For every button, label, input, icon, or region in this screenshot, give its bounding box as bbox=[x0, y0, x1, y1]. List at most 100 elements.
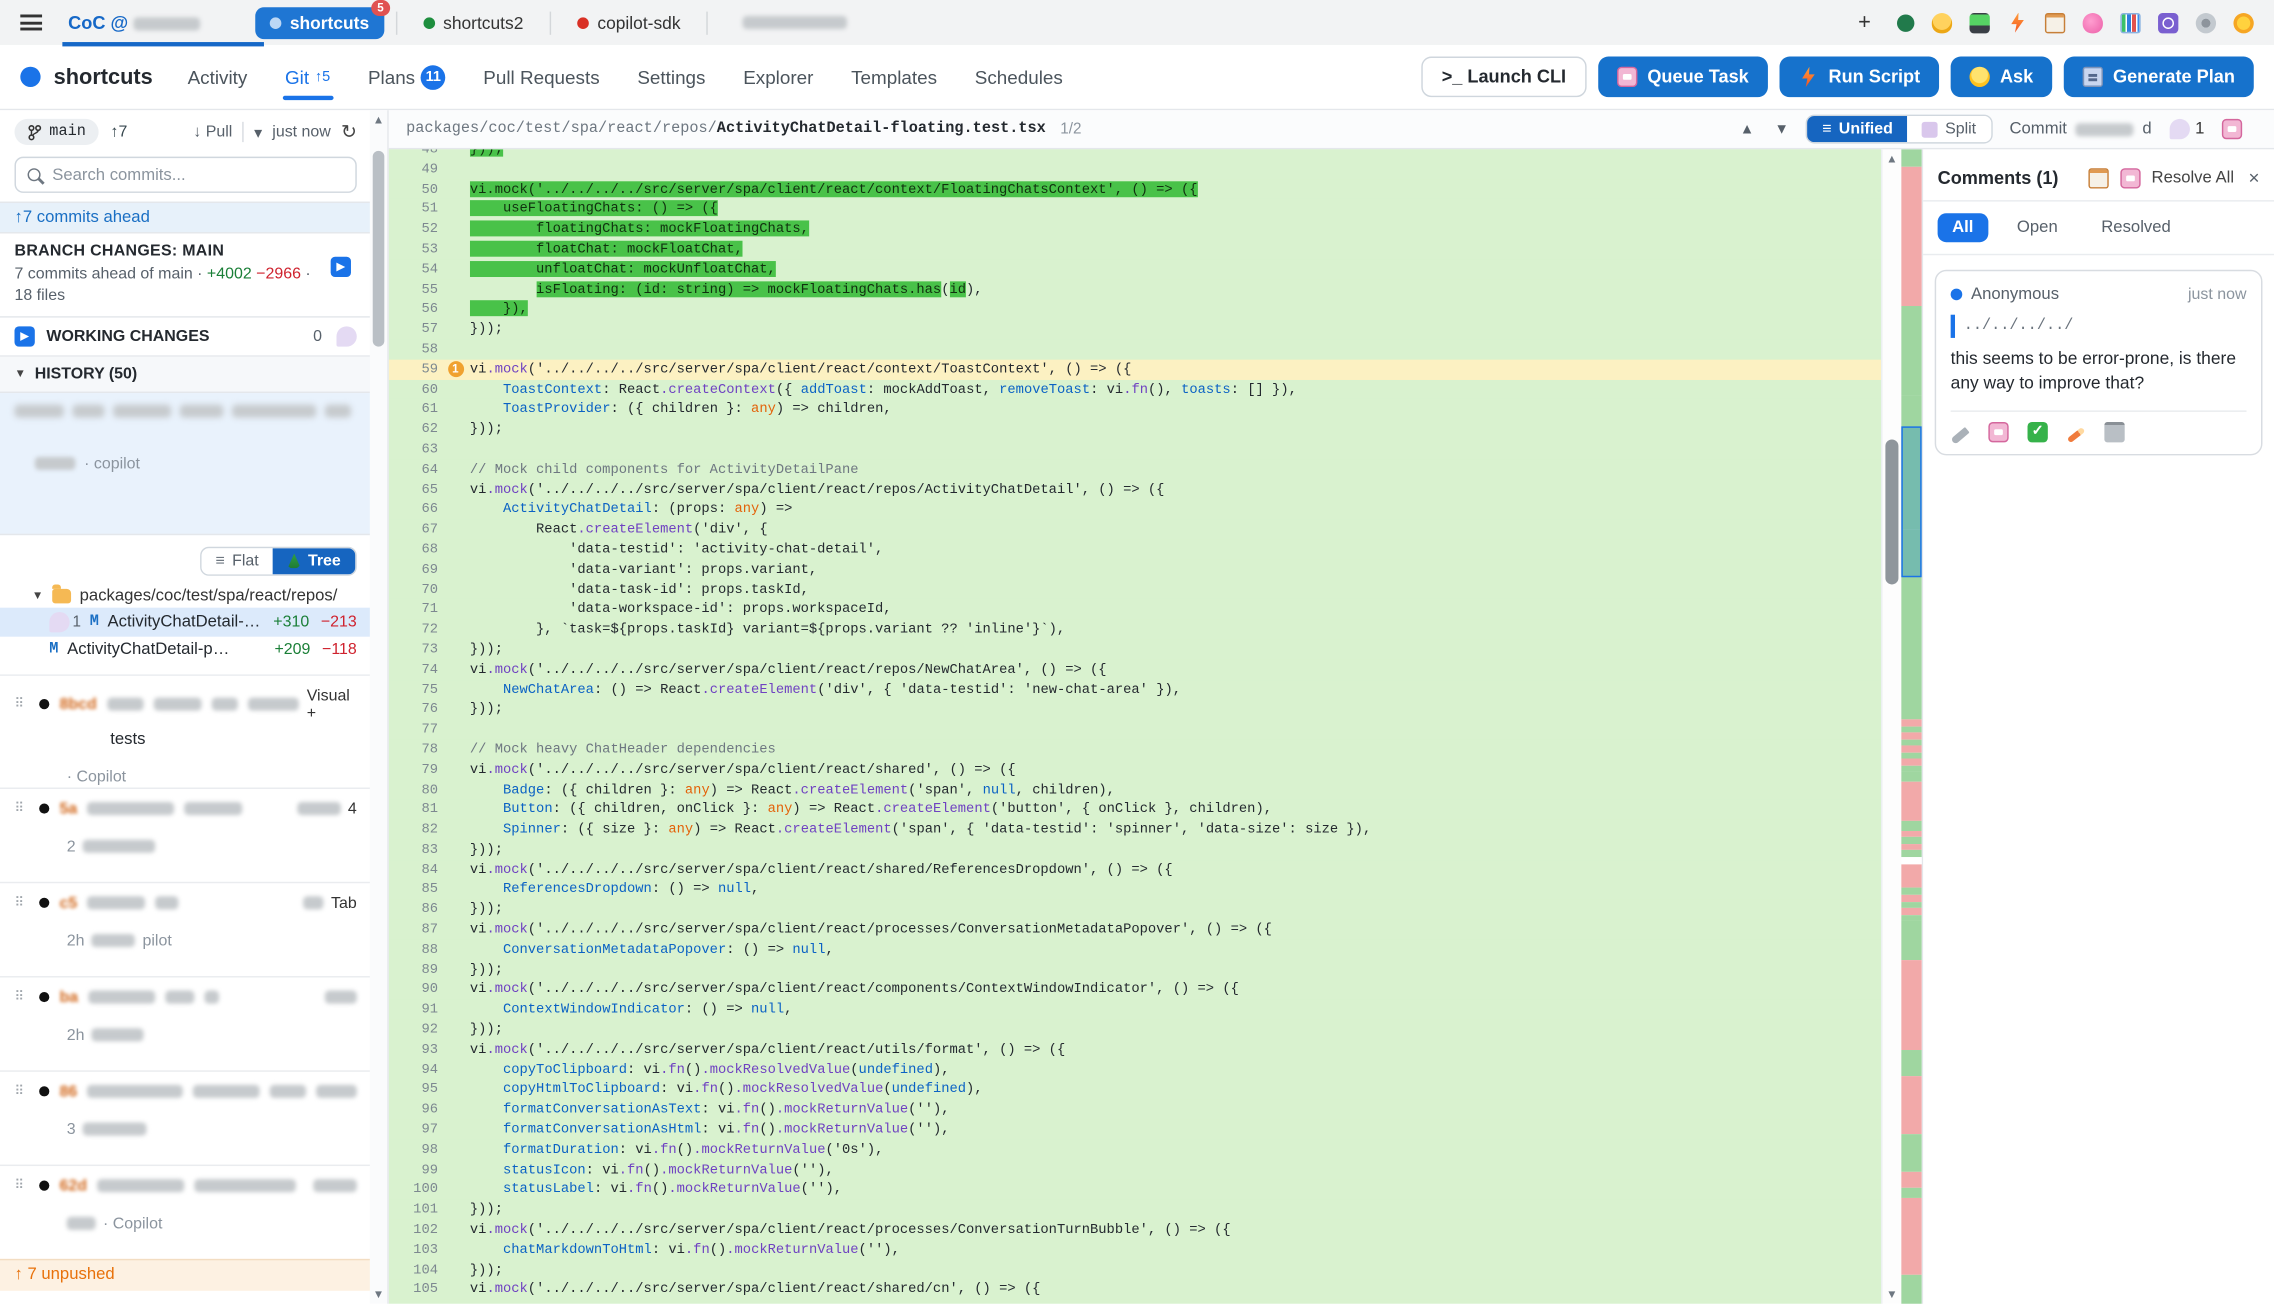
code-line-83[interactable]: 83})); bbox=[388, 839, 1882, 860]
code-line-76[interactable]: 76})); bbox=[388, 699, 1882, 720]
code-line-74[interactable]: 74 vi.mock('../../../../src/server/spa/cl… bbox=[388, 659, 1882, 680]
code-line-48[interactable]: 48})); bbox=[388, 149, 1882, 160]
delete-comment-icon[interactable] bbox=[2104, 421, 2125, 443]
comments-tab-all[interactable]: All bbox=[1937, 213, 1988, 243]
nav-tab-plans[interactable]: Plans 11 bbox=[368, 45, 446, 109]
drag-handle-icon[interactable]: ⠿ bbox=[14, 1177, 26, 1193]
unpushed-banner[interactable]: ↑ 7 unpushed bbox=[0, 1258, 372, 1291]
code-line-66[interactable]: 66 ActivityChatDetail: (props: any) => bbox=[388, 499, 1882, 520]
code-line-92[interactable]: 92})); bbox=[388, 1019, 1882, 1040]
scroll-down-icon[interactable]: ▼ bbox=[1886, 1287, 1898, 1301]
code-line-85[interactable]: 85 ReferencesDropdown: () => null, bbox=[388, 879, 1882, 900]
code-line-94[interactable]: 94 copyToClipboard: vi.fn().mockResolved… bbox=[388, 1059, 1882, 1080]
folder-caret-icon[interactable]: ▼ bbox=[31, 589, 44, 603]
code-line-87[interactable]: 87 vi.mock('../../../../src/server/spa/cl… bbox=[388, 919, 1882, 940]
pull-button[interactable]: ↓ Pull bbox=[193, 123, 233, 141]
brain-icon[interactable] bbox=[2082, 12, 2103, 33]
inline-comment-badge[interactable]: 1 bbox=[447, 360, 464, 377]
scroll-up-icon[interactable]: ▲ bbox=[1886, 152, 1898, 166]
code-line-80[interactable]: 80 Badge: ({ children }: any) => React.c… bbox=[388, 779, 1882, 800]
edit-comment-icon[interactable] bbox=[2066, 427, 2086, 444]
launch-cli-button[interactable]: >_ Launch CLI bbox=[1421, 56, 1587, 98]
scroll-down-icon[interactable]: ▼ bbox=[372, 1287, 385, 1301]
tree-folder-row[interactable]: ▼ packages/coc/test/spa/react/repos/ bbox=[0, 584, 371, 607]
code-line-75[interactable]: 75 NewChatArea: () => React.createElemen… bbox=[388, 679, 1882, 700]
bell-icon[interactable] bbox=[1931, 12, 1953, 33]
code-line-50[interactable]: 50 vi.mock('../../../../src/server/spa/cl… bbox=[388, 179, 1882, 200]
code-line-102[interactable]: 102 vi.mock('../../../../src/server/spa/c… bbox=[388, 1219, 1882, 1240]
code-line-49[interactable]: 49 bbox=[388, 159, 1882, 180]
history-item[interactable]: ⠿ 86 3 bbox=[0, 1069, 372, 1164]
nav-tab-explorer[interactable]: Explorer bbox=[743, 45, 813, 109]
working-changes-row[interactable]: ▶ WORKING CHANGES 0 bbox=[0, 317, 372, 357]
code-line-88[interactable]: 88 ConversationMetadataPopover: () => nu… bbox=[388, 939, 1882, 960]
clipboard-icon[interactable] bbox=[2087, 167, 2109, 188]
refresh-button[interactable]: ↻ bbox=[340, 120, 357, 143]
code-line-60[interactable]: 60 ToastContext: React.createContext({ a… bbox=[388, 379, 1882, 400]
code-line-77[interactable]: 77 bbox=[388, 719, 1882, 740]
branch-selector[interactable]: main bbox=[14, 118, 99, 146]
scroll-up-icon[interactable]: ▲ bbox=[372, 113, 385, 127]
browser-tab-shortcuts[interactable]: shortcuts 5 bbox=[255, 0, 390, 39]
code-line-104[interactable]: 104})); bbox=[388, 1259, 1882, 1280]
browser-tab-shortcuts2[interactable]: shortcuts2 bbox=[408, 7, 538, 39]
sidebar-scrollbar[interactable]: ▲ ▼ bbox=[369, 110, 388, 1304]
code-line-78[interactable]: 78 // Mock heavy ChatHeader dependencies bbox=[388, 739, 1882, 760]
history-header[interactable]: ▼ HISTORY (50) bbox=[0, 356, 372, 393]
resolve-all-button[interactable]: Resolve All bbox=[2151, 168, 2235, 187]
history-item[interactable]: ⠿ 8bcd Visual + tests · Copilot bbox=[0, 673, 372, 787]
commits-ahead-banner[interactable]: ↑7 commits ahead bbox=[0, 201, 372, 234]
code-line-51[interactable]: 51 useFloatingChats: () => ({ bbox=[388, 199, 1882, 220]
nav-tab-templates[interactable]: Templates bbox=[851, 45, 937, 109]
ask-agent-icon[interactable] bbox=[1988, 421, 2009, 443]
code-line-93[interactable]: 93 vi.mock('../../../../src/server/spa/cl… bbox=[388, 1039, 1882, 1060]
nav-tab-schedules[interactable]: Schedules bbox=[975, 45, 1063, 109]
code-line-79[interactable]: 79 vi.mock('../../../../src/server/spa/cl… bbox=[388, 759, 1882, 780]
history-item[interactable]: ⠿ c5 Tab 2h pilot bbox=[0, 881, 372, 975]
code-line-95[interactable]: 95 copyHtmlToClipboard: vi.fn().mockReso… bbox=[388, 1079, 1882, 1100]
code-line-99[interactable]: 99 statusIcon: vi.fn().mockReturnValue('… bbox=[388, 1159, 1882, 1180]
nav-tab-activity[interactable]: Activity bbox=[188, 45, 248, 109]
code-line-72[interactable]: 72 }, `task=${props.taskId} variant=${pr… bbox=[388, 619, 1882, 640]
collapse-caret-icon[interactable]: ▼ bbox=[14, 367, 26, 381]
code-line-101[interactable]: 101})); bbox=[388, 1199, 1882, 1220]
code-line-96[interactable]: 96 formatConversationAsText: vi.fn().moc… bbox=[388, 1099, 1882, 1120]
commit-search[interactable] bbox=[14, 156, 357, 193]
drag-handle-icon[interactable]: ⠿ bbox=[14, 696, 26, 711]
robot-icon[interactable] bbox=[2221, 118, 2243, 140]
code-line-91[interactable]: 91 ContextWindowIndicator: () => null, bbox=[388, 999, 1882, 1020]
code-line-68[interactable]: 68 'data-testid': 'activity-chat-detail'… bbox=[388, 539, 1882, 560]
code-line-105[interactable]: 105 vi.mock('../../../../src/server/spa/c… bbox=[388, 1279, 1882, 1300]
working-changes-play-icon[interactable]: ▶ bbox=[14, 325, 35, 347]
clipboard-icon[interactable] bbox=[2044, 12, 2066, 33]
atom-icon[interactable] bbox=[2158, 12, 2179, 33]
code-line-69[interactable]: 69 'data-variant': props.variant, bbox=[388, 559, 1882, 580]
minimap-viewport[interactable] bbox=[1901, 426, 1922, 578]
browser-tab-copilot-sdk[interactable]: copilot-sdk bbox=[563, 7, 695, 39]
sidebar-scroll-thumb[interactable] bbox=[372, 150, 385, 347]
robot-icon[interactable] bbox=[2119, 167, 2140, 188]
sun-icon[interactable] bbox=[2233, 12, 2254, 33]
selected-commit-item[interactable]: · copilot bbox=[0, 392, 372, 535]
code-scrollbar[interactable]: ▲ ▼ bbox=[1881, 149, 1902, 1304]
run-script-button[interactable]: Run Script bbox=[1779, 56, 1940, 98]
code-line-55[interactable]: 55 isFloating: (id: string) => mockFloat… bbox=[388, 279, 1882, 300]
code-line-53[interactable]: 53 floatChat: mockFloatChat, bbox=[388, 239, 1882, 260]
code-line-90[interactable]: 90 vi.mock('../../../../src/server/spa/cl… bbox=[388, 979, 1882, 1000]
code-line-58[interactable]: 58 bbox=[388, 339, 1882, 360]
comment-bubble-icon[interactable] bbox=[336, 325, 357, 347]
drag-handle-icon[interactable]: ⠿ bbox=[14, 895, 26, 910]
code-line-103[interactable]: 103 chatMarkdownToHtml: vi.fn().mockRetu… bbox=[388, 1239, 1882, 1260]
code-line-100[interactable]: 100 statusLabel: vi.fn().mockReturnValue… bbox=[388, 1179, 1882, 1200]
fix-comment-icon[interactable] bbox=[1950, 426, 1970, 445]
status-dot-icon[interactable] bbox=[1896, 13, 1915, 32]
nav-tab-settings[interactable]: Settings bbox=[637, 45, 705, 109]
code-line-82[interactable]: 82 Spinner: ({ size }: any) => React.cre… bbox=[388, 819, 1882, 840]
drag-handle-icon[interactable]: ⠿ bbox=[14, 989, 26, 1004]
search-input[interactable] bbox=[49, 164, 344, 185]
split-view-button[interactable]: Split bbox=[1907, 116, 1991, 143]
history-item[interactable]: ⠿ 62d · Copilot bbox=[0, 1164, 372, 1258]
diff-minimap[interactable] bbox=[1901, 149, 1922, 1304]
comments-tab-resolved[interactable]: Resolved bbox=[2101, 218, 2171, 237]
nav-tab-pull-requests[interactable]: Pull Requests bbox=[483, 45, 599, 109]
